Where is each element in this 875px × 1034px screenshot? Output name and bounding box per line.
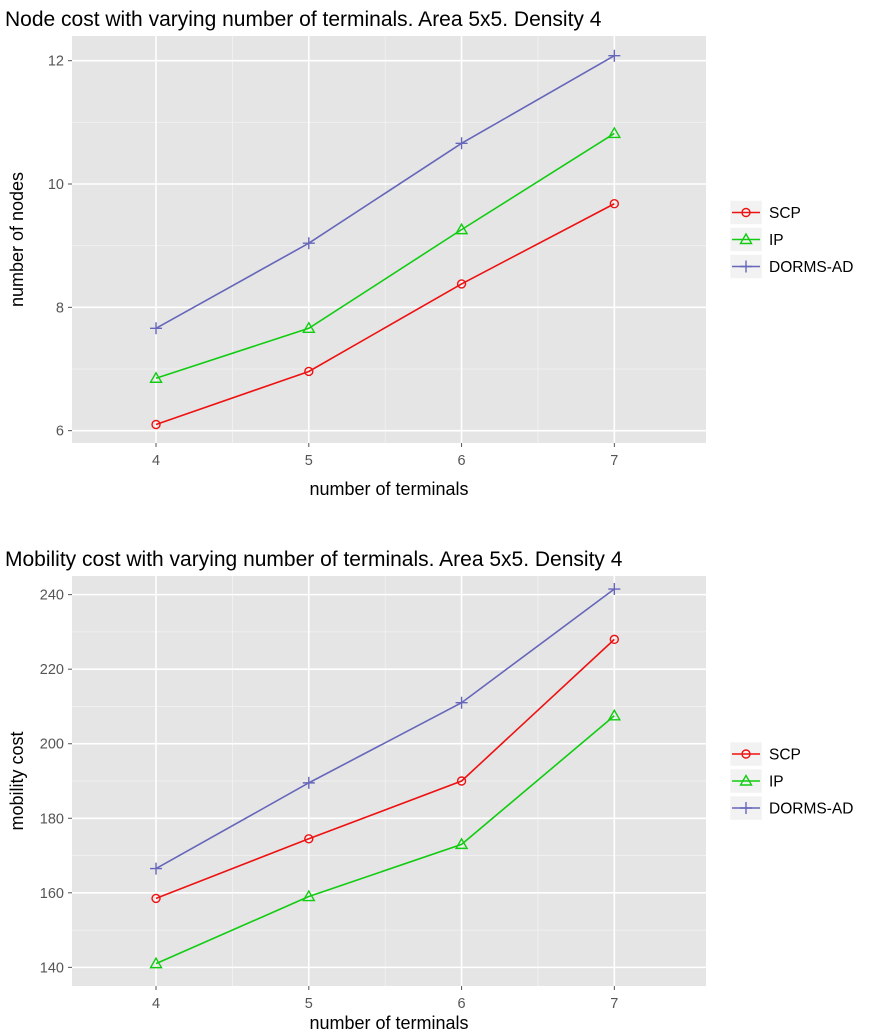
- x-tick-label: 7: [610, 453, 618, 469]
- series-ip: [149, 708, 622, 969]
- series-line: [155, 638, 615, 900]
- x-tick-label: 4: [152, 996, 160, 1012]
- data-point: [607, 126, 622, 139]
- legend-marker: [741, 207, 751, 218]
- x-axis-title: number of terminals: [309, 1013, 468, 1033]
- legend-label: IP: [769, 774, 784, 791]
- legend-marker: [739, 232, 753, 245]
- y-tick-label: 180: [40, 811, 64, 827]
- data-point: [608, 583, 621, 596]
- data-point: [151, 893, 161, 904]
- legend-marker: [741, 749, 751, 759]
- legend-marker: [739, 774, 753, 786]
- y-tick-label: 240: [40, 588, 64, 604]
- data-point: [456, 776, 467, 786]
- series-line: [155, 588, 615, 870]
- series-dorms-ad: [150, 583, 621, 875]
- y-tick-label: 200: [40, 737, 64, 753]
- data-point: [608, 49, 621, 62]
- plot-panel: [72, 36, 706, 443]
- series-ip: [149, 126, 622, 383]
- data-point: [609, 634, 620, 645]
- chart-title: Node cost with varying number of termina…: [5, 8, 602, 31]
- y-axis-title: mobility cost: [7, 731, 27, 830]
- x-tick-label: 5: [305, 996, 313, 1012]
- x-tick-label: 6: [458, 996, 466, 1012]
- series-dorms-ad: [150, 49, 621, 335]
- data-point: [302, 237, 315, 250]
- data-point: [150, 862, 163, 875]
- series-line: [155, 203, 615, 426]
- legend-marker: [740, 260, 752, 273]
- y-tick-label: 12: [48, 54, 64, 70]
- series-line: [155, 55, 615, 329]
- data-point: [607, 708, 622, 721]
- mobility-cost-plot: 140 160 180 200 220 240 4 5 6 7 number of terminal…: [7, 576, 853, 1033]
- x-tick-label: 4: [152, 453, 160, 469]
- y-tick-label: 6: [56, 424, 64, 440]
- data-point: [304, 366, 314, 377]
- legend-label: SCP: [769, 205, 801, 222]
- y-tick-label: 220: [40, 662, 64, 678]
- data-point: [609, 199, 620, 209]
- data-point: [454, 222, 469, 235]
- data-point: [302, 776, 315, 789]
- chart-title: Mobility cost with varying number of ter…: [5, 548, 623, 571]
- data-point: [150, 322, 163, 335]
- legend-label: DORMS-AD: [769, 801, 853, 818]
- y-tick-label: 160: [40, 886, 64, 902]
- y-tick-label: 10: [48, 177, 64, 193]
- series-line: [155, 132, 615, 380]
- legend-label: DORMS-AD: [769, 259, 853, 276]
- data-point: [455, 137, 468, 150]
- legend-marker: [740, 802, 752, 814]
- data-point: [302, 321, 316, 333]
- legend-label: IP: [769, 232, 784, 249]
- legend: SCP IP DORMS-AD: [729, 200, 853, 279]
- data-point: [149, 956, 163, 969]
- data-point: [149, 371, 163, 383]
- y-tick-label: 140: [40, 960, 64, 976]
- legend: SCP IP DORMS-AD: [729, 741, 853, 821]
- data-point: [454, 837, 469, 850]
- x-tick-label: 6: [458, 453, 466, 469]
- series-line: [155, 715, 615, 965]
- legend-label: SCP: [769, 747, 801, 764]
- x-axis-title: number of terminals: [309, 479, 468, 499]
- node-cost-chart: Node cost with varying number of termina…: [0, 0, 875, 505]
- data-point: [455, 696, 468, 709]
- y-tick-label: 8: [56, 300, 64, 316]
- node-cost-plot: 6 8 10 12 4 5 6 7 number of terminals number of n…: [7, 36, 853, 499]
- y-axis-title: number of nodes: [7, 172, 27, 307]
- data-point: [151, 419, 161, 430]
- series-scp: [151, 634, 620, 904]
- x-tick-label: 5: [305, 453, 313, 469]
- series-scp: [151, 199, 620, 430]
- data-point: [302, 889, 316, 902]
- mobility-cost-chart: Mobility cost with varying number of ter…: [0, 540, 875, 1034]
- x-tick-label: 7: [610, 996, 618, 1012]
- data-point: [456, 279, 467, 289]
- data-point: [304, 834, 314, 844]
